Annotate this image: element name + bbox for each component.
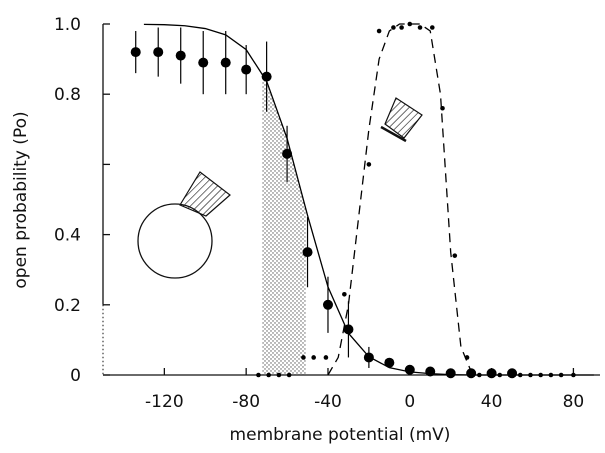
small-data-point <box>440 105 445 111</box>
x-tick-label: 80 <box>563 392 585 412</box>
small-data-point <box>507 372 513 378</box>
y-axis-label: open probability (Po) <box>11 111 31 288</box>
x-axis-label: membrane potential (mV) <box>230 425 451 445</box>
data-point <box>198 57 209 68</box>
data-point <box>241 64 252 75</box>
patch-cartoon <box>380 97 423 143</box>
x-tick-label: 0 <box>404 392 415 412</box>
data-point <box>404 364 415 375</box>
small-data-point <box>256 372 261 378</box>
small-data-point <box>497 372 503 378</box>
small-data-point <box>417 25 423 30</box>
data-point <box>343 324 354 335</box>
small-data-point <box>558 372 564 378</box>
small-data-point <box>464 355 470 360</box>
small-data-point <box>517 372 523 378</box>
small-data-point <box>528 372 533 378</box>
small-data-point <box>487 372 492 378</box>
fit-curve <box>327 23 482 376</box>
small-data-point <box>366 162 372 167</box>
data-point <box>261 71 272 82</box>
small-data-point <box>311 355 316 360</box>
small-data-point <box>538 372 543 378</box>
small-data-point <box>342 291 347 297</box>
x-tick-label: 40 <box>481 392 503 412</box>
small-data-point <box>391 25 396 30</box>
data-point <box>302 247 313 258</box>
y-tick-label: 0.2 <box>54 296 81 316</box>
data-point <box>322 299 333 310</box>
x-tick-label: -40 <box>314 392 342 412</box>
data-point <box>220 57 231 68</box>
small-data-point <box>399 25 404 30</box>
shaded-region <box>262 74 306 376</box>
data-point <box>384 357 395 368</box>
y-tick-label: 0.8 <box>54 85 81 105</box>
data-point <box>445 368 456 379</box>
small-data-point <box>276 372 282 378</box>
small-data-point <box>477 372 482 378</box>
y-tick-label: 1.0 <box>54 15 81 35</box>
x-tick-label: -120 <box>145 392 184 412</box>
small-data-point <box>407 21 413 27</box>
small-data-point <box>323 355 329 360</box>
y-tick-label: 0.4 <box>54 226 81 246</box>
small-data-point <box>266 372 271 378</box>
data-point <box>363 352 374 363</box>
data-point <box>425 366 436 377</box>
small-data-point <box>452 253 458 258</box>
x-tick-label: -80 <box>232 392 260 412</box>
small-data-point <box>548 372 554 378</box>
data-point <box>282 148 293 159</box>
cell-cartoon <box>137 171 231 279</box>
y-tick-label: 0 <box>70 366 81 386</box>
small-data-point <box>286 372 292 378</box>
data-point <box>130 47 141 58</box>
small-data-point <box>429 25 435 30</box>
data-point <box>175 50 186 61</box>
small-data-point <box>301 355 306 360</box>
small-data-point <box>571 372 576 378</box>
data-point <box>153 47 164 58</box>
data-point <box>466 368 477 379</box>
small-data-point <box>376 28 382 34</box>
